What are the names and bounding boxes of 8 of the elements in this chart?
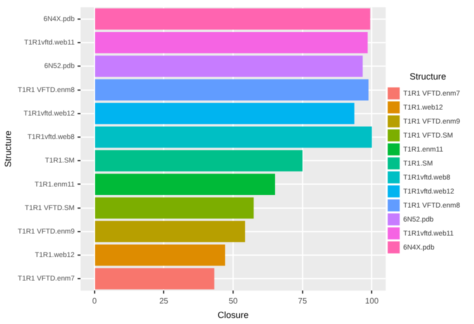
y-axis-title: Structure xyxy=(2,130,13,168)
x-tick-label: 75 xyxy=(298,296,308,306)
x-tick-label: 100 xyxy=(365,296,380,306)
x-axis-title: Closure xyxy=(218,310,249,320)
x-tick-label: 50 xyxy=(228,296,238,306)
legend-title: Structure xyxy=(410,72,446,82)
x-tick-label: 0 xyxy=(92,296,98,306)
x-tick-label: 25 xyxy=(159,296,169,306)
